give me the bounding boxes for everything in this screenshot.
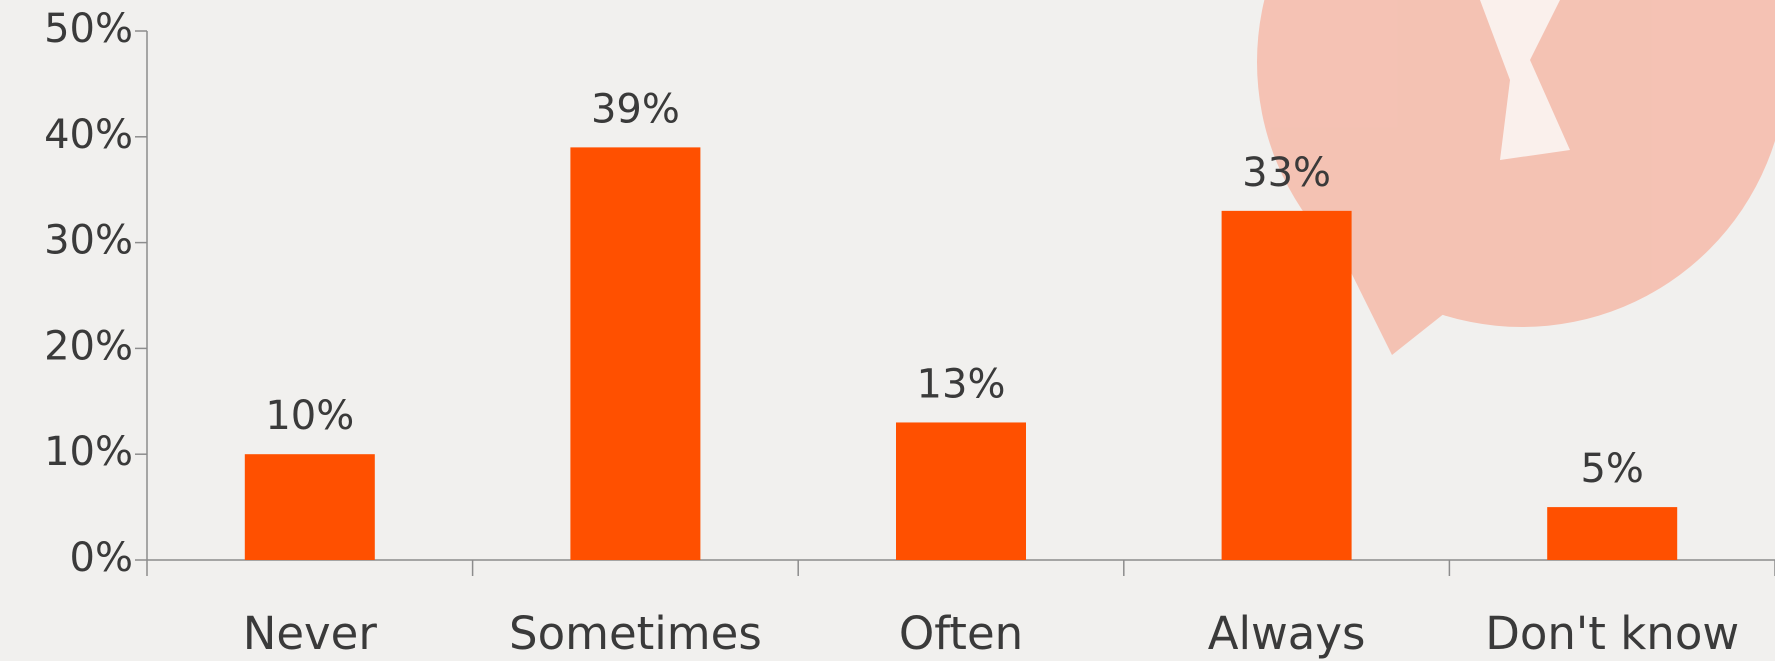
data-label: 39% <box>591 86 680 132</box>
bar <box>1547 507 1678 560</box>
data-label: 33% <box>1242 150 1331 196</box>
decoration <box>1257 0 1775 355</box>
data-label: 10% <box>265 393 354 439</box>
data-label: 5% <box>1580 446 1643 492</box>
y-tick-label: 10% <box>44 429 133 475</box>
data-label: 13% <box>917 361 1006 407</box>
y-tick-label: 0% <box>70 535 133 581</box>
y-tick-label: 40% <box>44 112 133 158</box>
x-tick-label: Often <box>899 607 1023 660</box>
bar <box>570 147 701 560</box>
bar <box>896 422 1026 560</box>
y-tick-label: 30% <box>44 218 133 264</box>
bar <box>1221 210 1352 561</box>
decor-tail <box>1330 190 1600 355</box>
x-tick-label: Don't know <box>1485 607 1739 660</box>
x-tick-label: Always <box>1208 607 1366 660</box>
decor-cutout <box>1480 0 1570 160</box>
y-tick-label: 50% <box>44 6 133 52</box>
x-tick-label: Sometimes <box>509 607 762 660</box>
bar <box>244 454 375 560</box>
x-tick-label: Never <box>243 607 378 660</box>
y-tick-label: 20% <box>44 323 133 369</box>
